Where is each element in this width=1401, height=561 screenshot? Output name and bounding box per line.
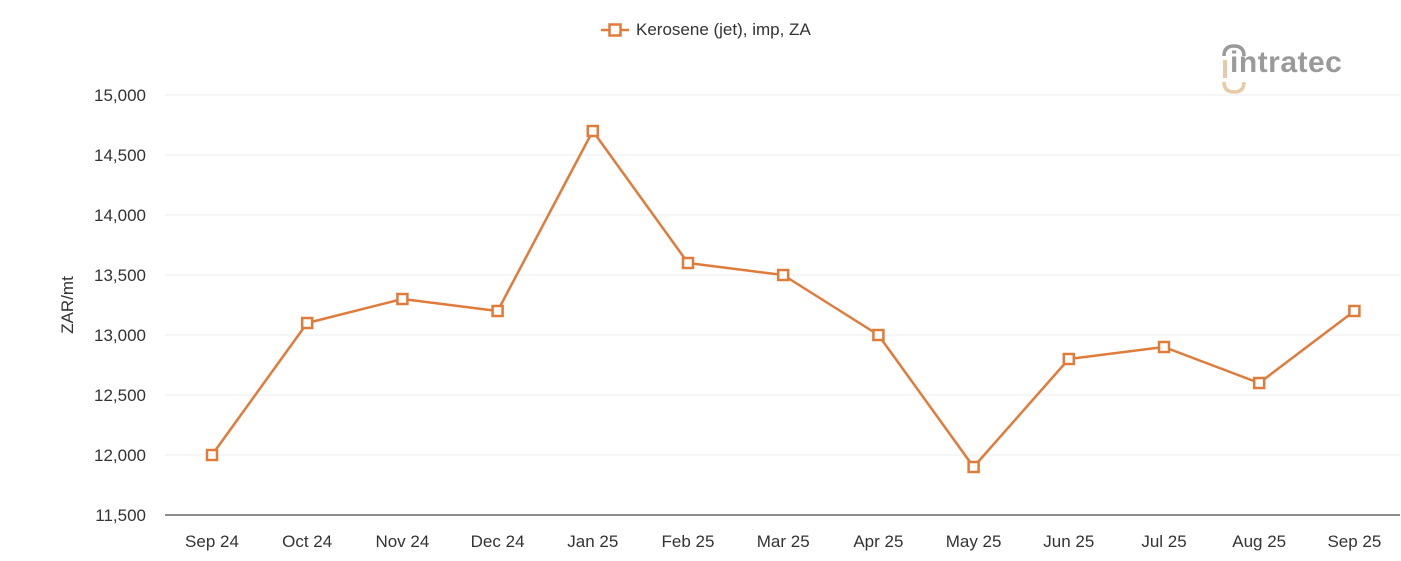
data-point-marker[interactable] (1252, 376, 1266, 390)
y-tick-label: 12,000 (94, 446, 146, 465)
data-point-marker[interactable] (1348, 304, 1361, 318)
data-point-marker[interactable] (776, 268, 790, 282)
gridlines (165, 94, 1400, 456)
data-point-marker[interactable] (300, 316, 314, 330)
data-point-marker[interactable] (586, 124, 600, 138)
series-kerosene-line (205, 124, 1361, 474)
x-tick-label: Apr 25 (853, 532, 903, 551)
x-tick-label: Mar 25 (757, 532, 810, 551)
x-tick-label: Aug 25 (1232, 532, 1286, 551)
x-tick-label: Nov 24 (375, 532, 429, 551)
x-axis-ticks: Sep 24 Oct 24 Nov 24 Dec 24 Jan 25 Feb 25 Mar … (185, 532, 1381, 551)
x-tick-label: Sep 24 (185, 532, 239, 551)
y-tick-label: 14,500 (94, 146, 146, 165)
y-tick-label: 14,000 (94, 206, 146, 225)
legend[interactable]: Kerosene (jet), imp, ZA (600, 18, 811, 42)
x-tick-label: Jul 25 (1141, 532, 1186, 551)
x-tick-label: May 25 (946, 532, 1002, 551)
x-tick-label: Sep 25 (1327, 532, 1381, 551)
x-tick-label: Feb 25 (662, 532, 715, 551)
y-tick-label: 12,500 (94, 386, 146, 405)
y-axis-ticks: 11,500 12,000 12,500 13,000 13,500 14,000 14,5… (94, 86, 146, 525)
x-tick-label: Jan 25 (567, 532, 618, 551)
data-point-marker[interactable] (1157, 340, 1171, 354)
y-tick-label: 11,500 (95, 506, 146, 525)
data-point-marker[interactable] (205, 448, 219, 462)
x-tick-label: Jun 25 (1043, 532, 1094, 551)
legend-marker-icon (601, 23, 629, 37)
y-tick-label: 13,000 (94, 326, 146, 345)
data-point-marker[interactable] (396, 292, 409, 306)
y-tick-label: 13,500 (94, 266, 146, 285)
logo-icon (1222, 44, 1246, 94)
data-point-marker[interactable] (1062, 352, 1076, 366)
series-line (210, 129, 1356, 469)
y-tick-label: 15,000 (94, 86, 146, 105)
x-tick-label: Oct 24 (282, 532, 332, 551)
legend-label: Kerosene (jet), imp, ZA (636, 20, 811, 39)
data-point-marker[interactable] (491, 304, 504, 318)
logo-text: intratec (1230, 46, 1343, 79)
x-tick-label: Dec 24 (471, 532, 525, 551)
data-point-marker[interactable] (681, 256, 695, 270)
data-point-marker[interactable] (872, 328, 885, 342)
y-axis-label: ZAR/mt (58, 276, 77, 334)
data-point-marker[interactable] (967, 460, 980, 474)
